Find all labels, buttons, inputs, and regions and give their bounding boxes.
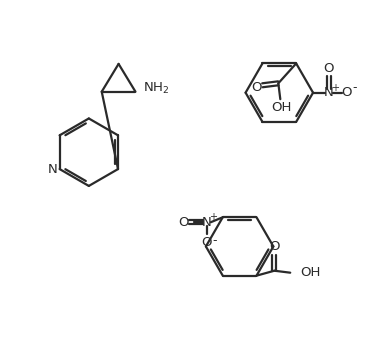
Text: O: O [251,81,262,94]
Text: NH$_2$: NH$_2$ [143,81,170,96]
Text: OH: OH [271,100,291,114]
Text: O: O [324,62,334,75]
Text: O: O [269,240,279,253]
Text: +: + [209,212,217,222]
Text: N: N [324,86,334,99]
Text: -: - [213,234,217,247]
Text: OH: OH [300,266,320,279]
Text: O: O [178,216,188,229]
Text: +: + [331,83,339,93]
Text: O: O [201,236,212,248]
Text: N: N [202,216,212,229]
Text: -: - [352,81,357,94]
Text: N: N [48,163,58,176]
Text: O: O [342,86,352,99]
